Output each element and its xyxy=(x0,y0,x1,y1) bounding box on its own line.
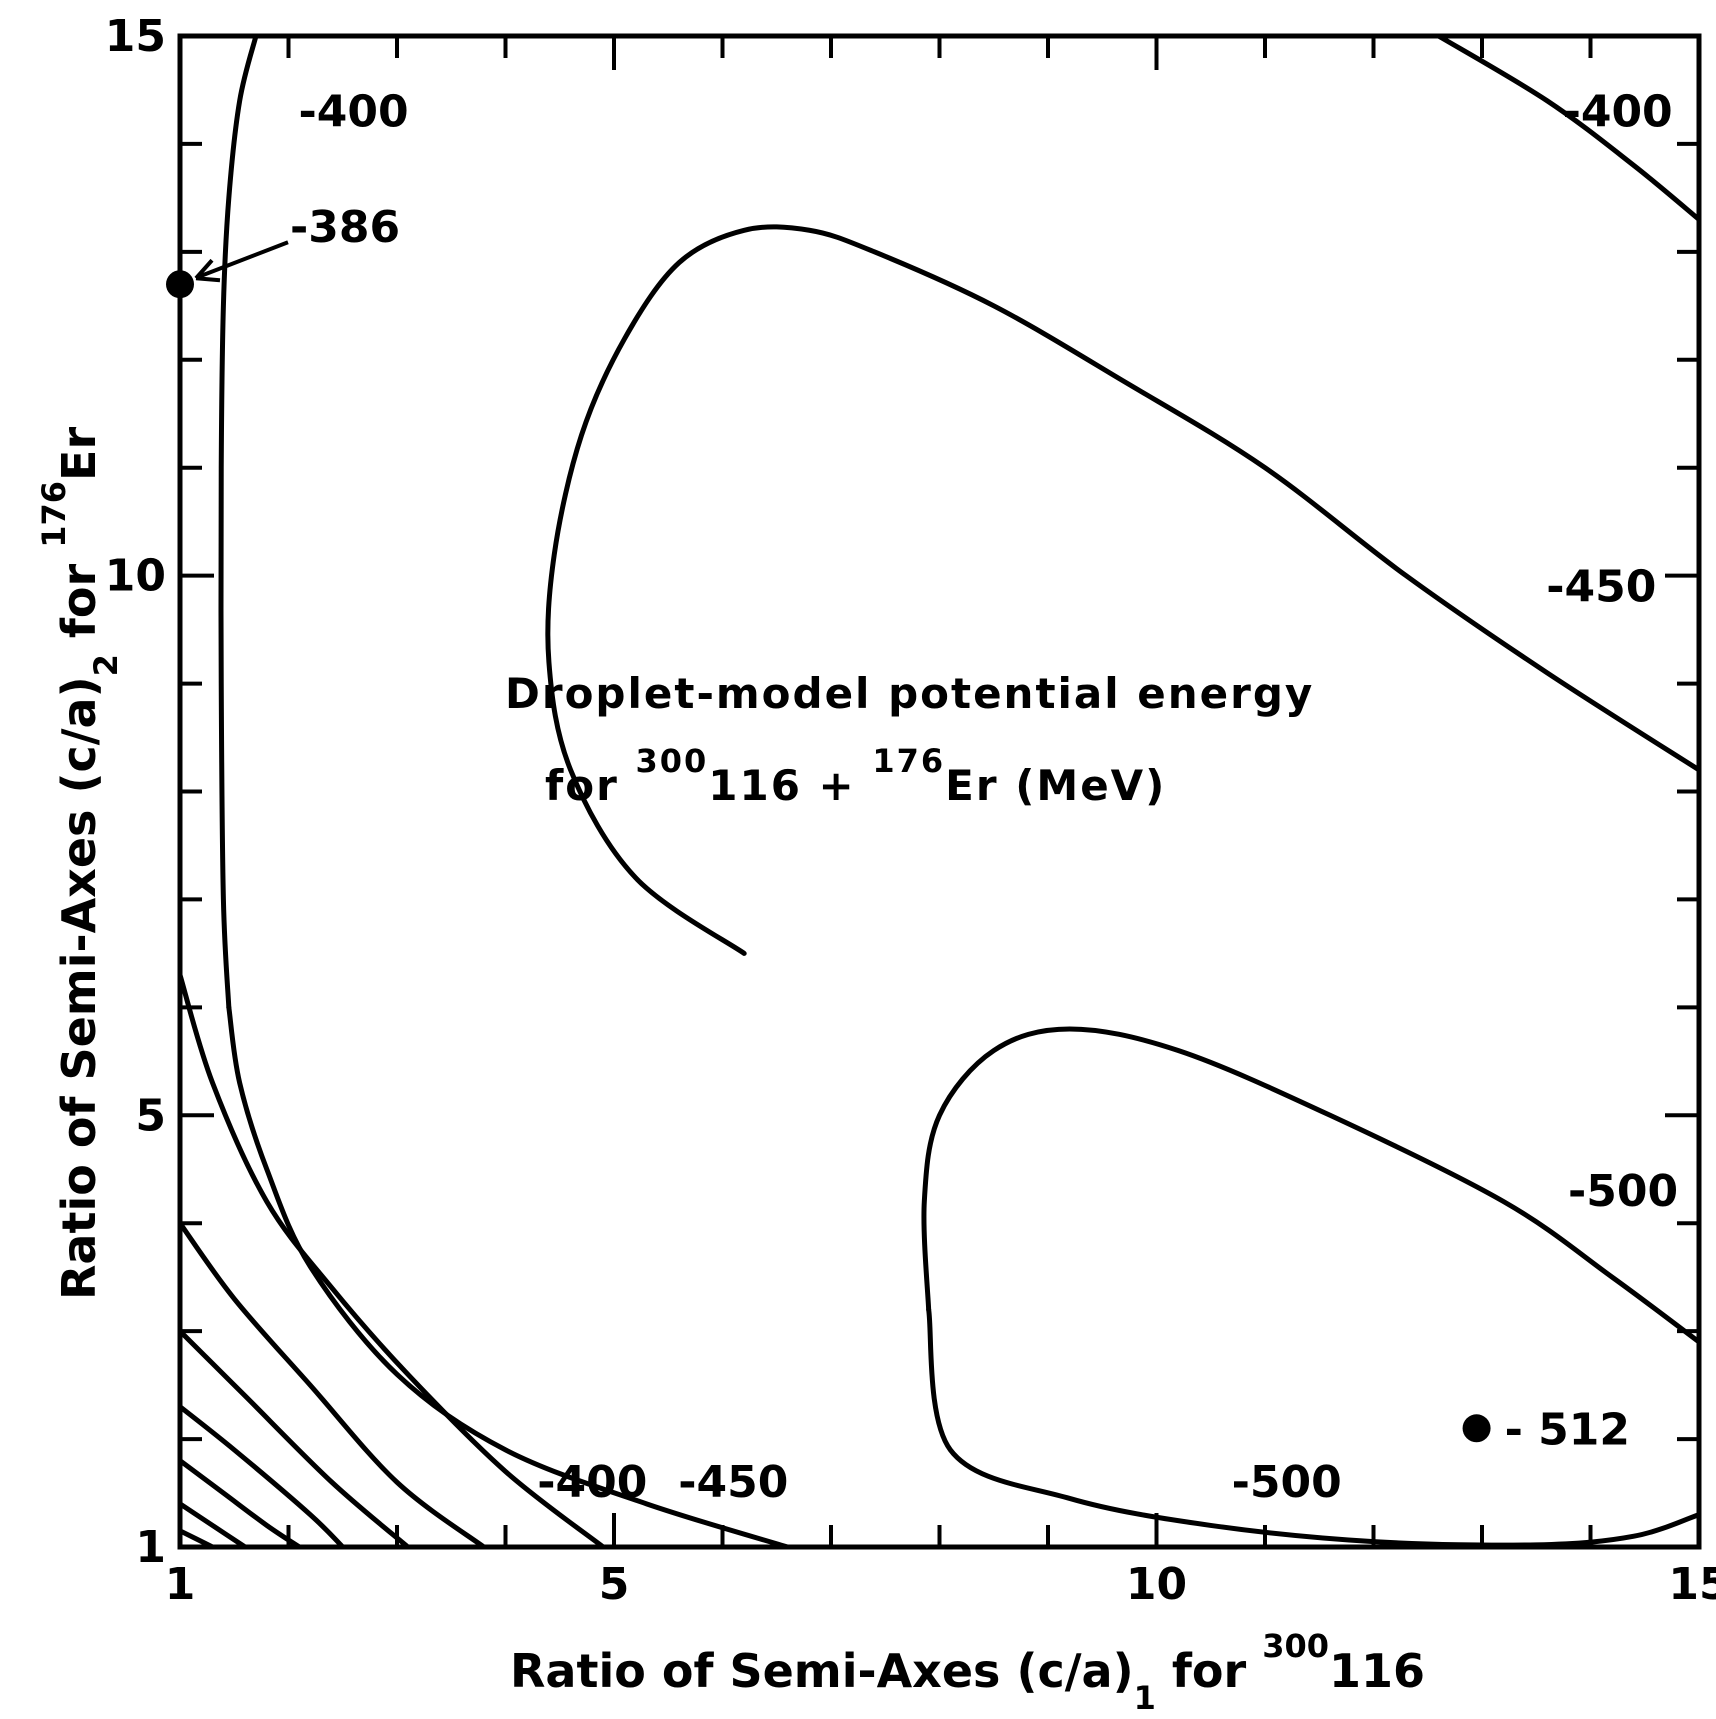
contour-label: -400 xyxy=(537,1457,647,1508)
arrow-head xyxy=(194,258,221,283)
contour-lines xyxy=(177,33,1702,1550)
contour-label: -500 xyxy=(1568,1166,1678,1217)
point-label: - 512 xyxy=(1505,1404,1630,1455)
title-er-mev: Er (MeV) xyxy=(945,761,1166,810)
energy-point xyxy=(1462,1414,1491,1443)
point-label: -386 xyxy=(290,202,400,253)
contour-line xyxy=(218,33,259,1010)
contour-label: -400 xyxy=(1563,87,1673,138)
chart-title-line2: for 300116 + 176Er (MeV) xyxy=(545,742,1166,810)
x-axis-nucleus: 116 xyxy=(1329,1644,1425,1698)
x-axis-subscript: 1 xyxy=(1134,1679,1156,1717)
contour-line xyxy=(177,972,606,1550)
contour-label: -450 xyxy=(678,1457,788,1508)
y-axis-title-text: Ratio of Semi-Axes (c/a) xyxy=(52,676,106,1300)
y-axis-sup: 176 xyxy=(35,481,73,548)
title-for: for xyxy=(545,761,635,810)
marked-points: -386 - 512 xyxy=(166,202,1630,1455)
contour-line xyxy=(177,1501,248,1550)
x-axis-title-text: Ratio of Semi-Axes (c/a) xyxy=(510,1644,1134,1698)
contour-line xyxy=(921,1026,1702,1345)
y-axis-subscript: 2 xyxy=(87,654,125,676)
contour-line xyxy=(926,1307,1702,1548)
contour-label: -500 xyxy=(1232,1457,1342,1508)
y-axis-for: for xyxy=(52,548,106,654)
x-axis-title: Ratio of Semi-Axes (c/a)1 for 300116 xyxy=(510,1627,1425,1717)
x-axis-sup: 300 xyxy=(1262,1627,1329,1665)
title-sup-176: 176 xyxy=(872,742,945,780)
title-sup-300: 300 xyxy=(635,742,708,780)
y-axis-nucleus: Er xyxy=(52,427,106,481)
contour-line xyxy=(226,1004,791,1550)
y-tick-label: 15 xyxy=(105,11,166,62)
y-axis-title: Ratio of Semi-Axes (c/a)2 for 176Er xyxy=(35,427,125,1300)
energy-point xyxy=(166,270,194,299)
contour-line xyxy=(177,1528,216,1550)
x-tick-label: 15 xyxy=(1668,1559,1716,1610)
x-tick-label: 10 xyxy=(1126,1559,1187,1610)
x-axis-for: for xyxy=(1156,1644,1262,1698)
contour-label: -450 xyxy=(1546,561,1656,612)
y-tick-label: 1 xyxy=(135,1522,166,1573)
contour-line xyxy=(545,224,1702,956)
contour-line xyxy=(177,1328,411,1550)
contour-line xyxy=(177,1458,302,1550)
contour-line xyxy=(1436,33,1702,222)
contour-line xyxy=(177,1220,487,1550)
contour-label: -400 xyxy=(299,87,409,138)
x-tick-label: 1 xyxy=(165,1559,196,1610)
point-arrow xyxy=(199,240,289,279)
contour-line xyxy=(177,1404,346,1550)
title-116: 116 + xyxy=(708,761,872,810)
x-tick-label: 5 xyxy=(599,1559,630,1610)
contour-labels: -400 -400 -450 -500 -500 -400 -450 xyxy=(299,87,1679,1509)
plot-frame xyxy=(177,33,1702,1550)
y-tick-label: 5 xyxy=(135,1090,166,1141)
y-tick-label: 10 xyxy=(105,551,166,602)
tick-marks xyxy=(178,34,1701,1549)
chart-title-line1: Droplet-model potential energy xyxy=(505,669,1314,718)
